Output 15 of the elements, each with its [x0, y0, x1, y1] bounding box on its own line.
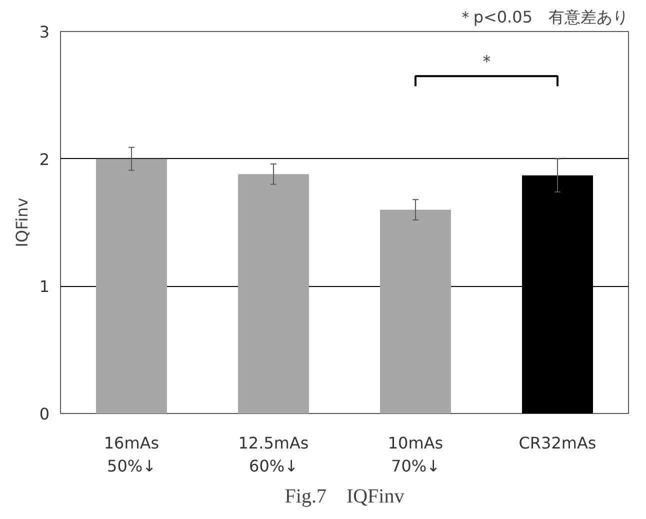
y-tick-label: 3 — [39, 22, 50, 42]
y-tick-label: 2 — [39, 150, 50, 169]
x-tick-label: CR32mAs — [518, 434, 596, 452]
text: Fig.7 IQFinv — [284, 486, 404, 508]
x-tick-label: 10mAs 70%↓ — [388, 434, 444, 476]
bar — [380, 210, 451, 414]
y-tick-label: 1 — [39, 277, 50, 296]
bar — [96, 158, 167, 414]
x-tick-label: 16mAs 50%↓ — [104, 434, 160, 476]
y-axis-title: IQFinv — [12, 198, 32, 248]
x-tick-label: 12.5mAs 60%↓ — [238, 434, 309, 476]
y-tick-label: 0 — [39, 404, 50, 424]
annotation: ＊ — [478, 52, 495, 72]
text: ＊p<0.05 有意差あり — [457, 8, 628, 26]
bar — [238, 174, 309, 414]
